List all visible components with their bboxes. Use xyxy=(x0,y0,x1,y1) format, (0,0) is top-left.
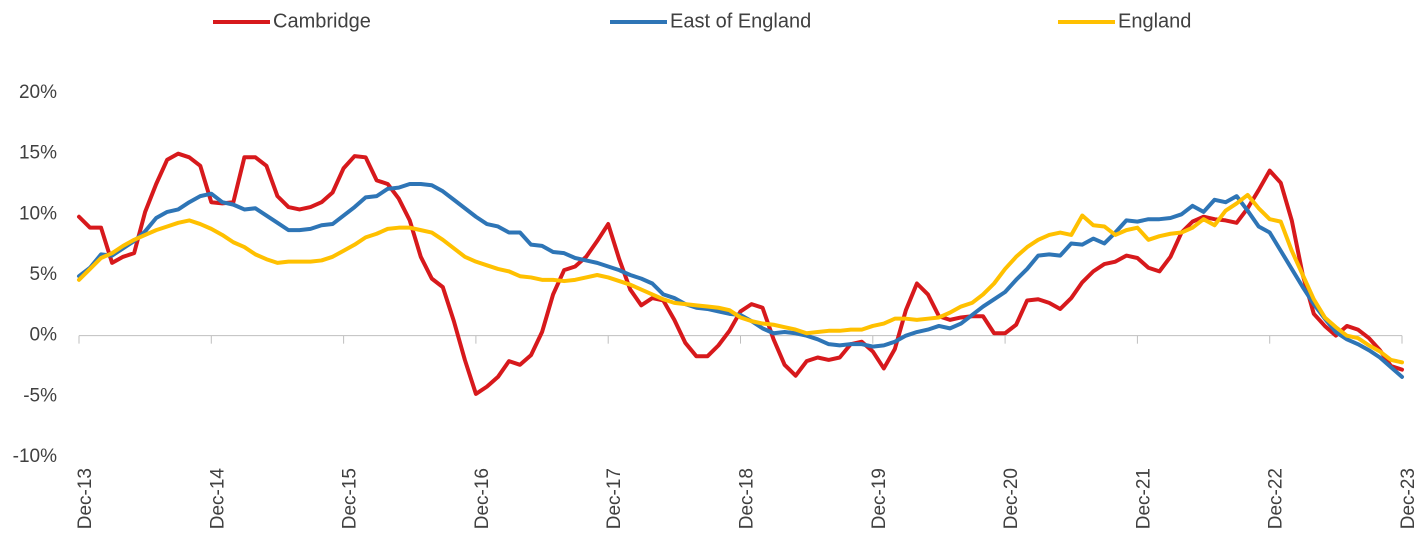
x-tick-label: Dec-17 xyxy=(604,468,625,529)
series-line xyxy=(77,182,1404,379)
y-tick-label: -10% xyxy=(13,446,57,467)
y-tick-label: 20% xyxy=(19,82,57,103)
y-tick-label: 5% xyxy=(30,264,58,285)
x-tick-label: Dec-18 xyxy=(737,468,758,529)
x-tick-label: Dec-15 xyxy=(340,468,361,529)
series-line xyxy=(77,151,1404,396)
x-tick-label: Dec-23 xyxy=(1398,468,1415,529)
series-line xyxy=(77,192,1404,365)
y-tick-label: -5% xyxy=(23,385,57,406)
x-tick-label: Dec-13 xyxy=(75,468,96,529)
x-tick-label: Dec-21 xyxy=(1133,468,1154,529)
y-tick-label: 0% xyxy=(30,325,58,346)
x-tick-label: Dec-20 xyxy=(1001,468,1022,529)
x-tick-label: Dec-14 xyxy=(207,468,228,530)
x-tick-label: Dec-22 xyxy=(1266,468,1287,529)
x-tick-label: Dec-16 xyxy=(472,468,493,529)
legend-label: Cambridge xyxy=(273,10,371,32)
y-tick-label: 10% xyxy=(19,203,57,224)
x-tick-label: Dec-19 xyxy=(869,468,890,529)
legend-label: East of England xyxy=(670,10,811,32)
legend-label: England xyxy=(1118,10,1191,32)
y-tick-label: 15% xyxy=(19,143,57,164)
